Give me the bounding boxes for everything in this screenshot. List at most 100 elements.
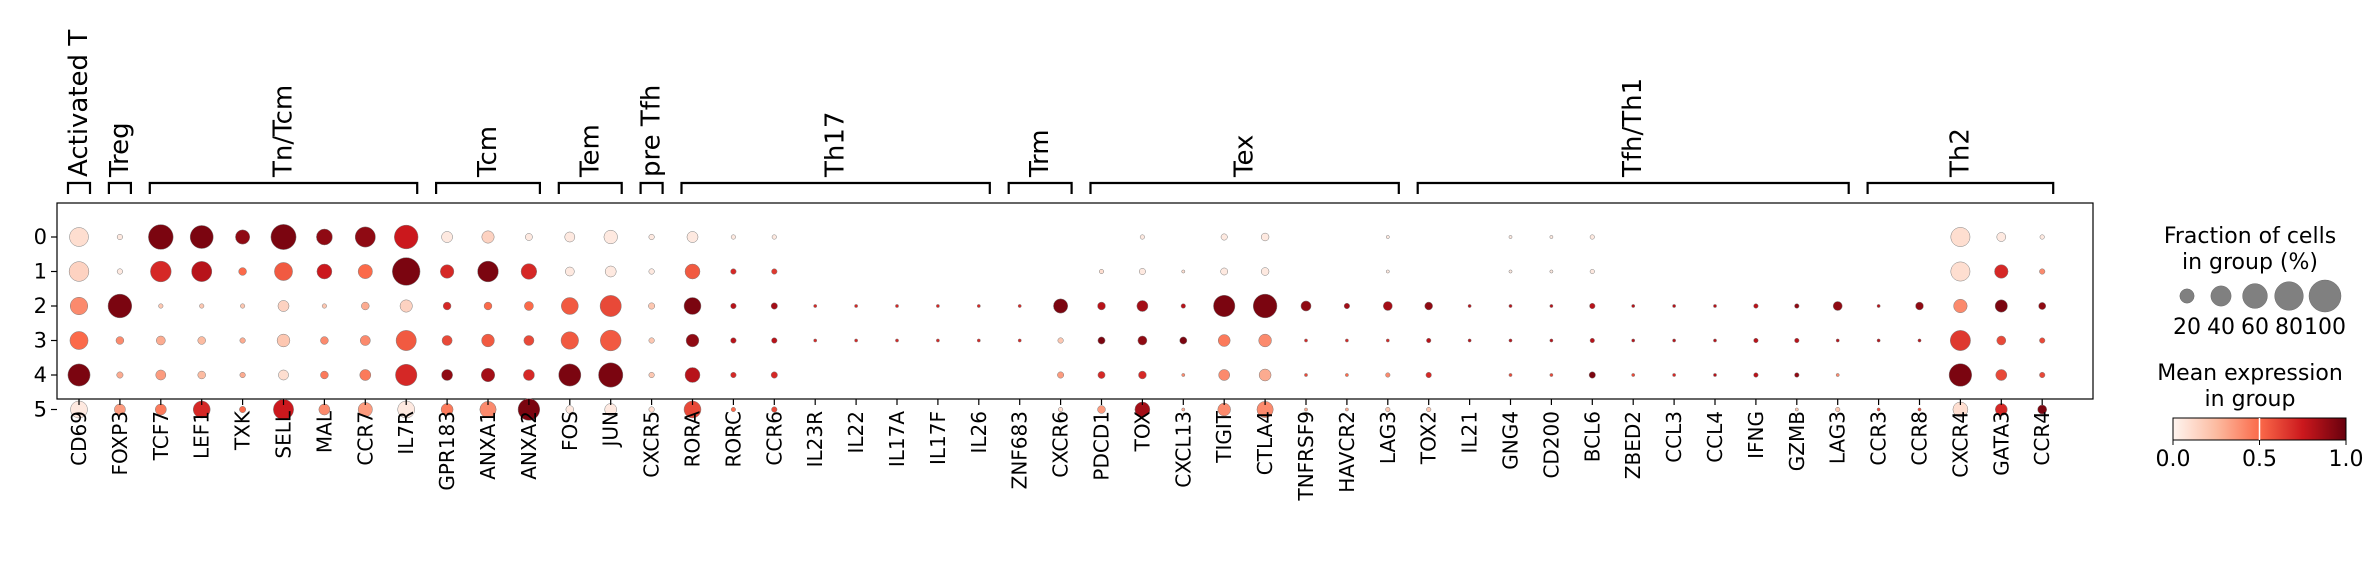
dot-1-CCR7 [357, 264, 373, 279]
dot-4-CXCR5 [648, 371, 655, 379]
dot-0-GPR183 [441, 231, 453, 243]
gene-label-HAVCR2: HAVCR2 [1335, 411, 1359, 493]
gene-label-IL22: IL22 [844, 411, 868, 454]
dot-2-MAL [321, 303, 327, 309]
dot-4-FOS [558, 363, 582, 387]
dot-3-ZBED2 [1631, 338, 1636, 343]
dot-5-CXCR6 [1058, 406, 1064, 413]
dot-2-RORA [683, 297, 702, 315]
gene-label-JUN: JUN [599, 411, 623, 449]
dot-2-IL26 [976, 304, 981, 308]
dot-1-CXCL13 [1181, 269, 1186, 274]
gene-label-TCF7: TCF7 [149, 411, 173, 461]
dot-5-ANXA2 [517, 398, 541, 421]
gene-label-TOX: TOX [1130, 411, 1154, 453]
y-tick-label: 3 [34, 329, 47, 353]
dot-4-HAVCR2 [1345, 373, 1349, 377]
dot-2-TOX2 [1424, 301, 1433, 311]
dot-2-ANXA1 [483, 301, 493, 311]
dot-4-CCR4 [2039, 371, 2046, 379]
gene-label-TOX2: TOX2 [1417, 411, 1441, 465]
dot-1-CCR6 [771, 268, 778, 275]
gene-label-GNG4: GNG4 [1499, 411, 1523, 470]
colorbar-tick-label: 0.0 [2156, 447, 2191, 472]
dot-1-ANXA1 [477, 260, 499, 283]
dot-2-CCR6 [770, 302, 778, 310]
gene-label-CXCR4: CXCR4 [1948, 411, 1972, 478]
dot-2-CD200 [1549, 304, 1554, 308]
dot-5-CXCR5 [648, 406, 655, 413]
gene-label-BCL6: BCL6 [1580, 411, 1604, 462]
dot-1-GPR183 [440, 264, 455, 279]
dot-3-CCL3 [1672, 338, 1676, 343]
dot-0-GATA3 [1996, 232, 2007, 242]
gene-label-CD200: CD200 [1539, 411, 1563, 479]
dot-4-FOXP3 [116, 371, 124, 379]
dot-3-MAL [320, 336, 329, 345]
gene-label-ANXA1: ANXA1 [476, 411, 500, 480]
dot-1-PDCD1 [1098, 268, 1105, 275]
gene-label-MAL: MAL [312, 410, 336, 453]
dot-2-LAG3 [1383, 301, 1393, 311]
dot-2-GPR183 [442, 301, 452, 311]
dot-2-JUN [599, 295, 622, 317]
color-legend-title: in group [2205, 387, 2296, 412]
dot-3-CXCR5 [648, 337, 655, 344]
dot-0-ANXA2 [525, 233, 533, 241]
dot-4-CD69 [67, 363, 91, 387]
dot-5-TNFRSF9 [1304, 407, 1308, 412]
dot-4-CTLA4 [1258, 368, 1272, 382]
dot-0-BCL6 [1589, 234, 1595, 240]
dot-4-GZMB [1794, 372, 1800, 378]
dot-3-CCR3 [1876, 338, 1881, 343]
dot-0-TOX [1139, 234, 1145, 240]
dot-0-CXCR4 [1950, 227, 1971, 247]
dot-4-IFNG [1753, 372, 1759, 378]
dot-1-CCR4 [2039, 268, 2046, 275]
dot-1-CXCR4 [1950, 261, 1971, 282]
dot-0-SELL [270, 224, 297, 250]
dot-0-IL7R [394, 224, 419, 250]
dot-3-JUN [600, 329, 622, 352]
dot-2-IL22 [854, 304, 858, 308]
dot-4-CXCR6 [1057, 371, 1065, 379]
dot-0-CCR6 [771, 234, 777, 240]
gene-label-ANXA2: ANXA2 [517, 411, 541, 480]
dot-2-RORC [730, 302, 737, 310]
dot-4-RORC [730, 371, 737, 379]
size-legend-label: 80 [2275, 315, 2303, 340]
gene-label-FOXP3: FOXP3 [108, 411, 132, 475]
gene-label-IL26: IL26 [967, 411, 991, 454]
dot-2-CTLA4 [1252, 293, 1278, 319]
size-legend-title: Fraction of cells [2164, 224, 2336, 249]
dot-5-CCR8 [1917, 407, 1922, 412]
dot-1-CD69 [68, 261, 90, 282]
dot-0-CCR4 [2039, 234, 2045, 240]
gene-label-CCL3: CCL3 [1662, 411, 1686, 463]
gene-label-CCR6: CCR6 [762, 411, 786, 466]
dot-1-MAL [316, 263, 333, 280]
dot-2-GATA3 [1994, 299, 2008, 313]
dot-3-IFNG [1753, 337, 1759, 344]
dot-2-CXCR5 [648, 302, 656, 310]
gene-label-RORC: RORC [721, 411, 745, 468]
dot-0-FOXP3 [116, 233, 123, 241]
gene-label-CCR8: CCR8 [1908, 411, 1932, 466]
gene-label-SELL: SELL [272, 410, 296, 458]
dot-3-GATA3 [1996, 335, 2007, 346]
dot-4-PDCD1 [1097, 371, 1106, 379]
dot-1-SELL [274, 262, 293, 281]
dot-4-TNFRSF9 [1304, 373, 1308, 377]
dot-2-ZBED2 [1631, 304, 1636, 308]
bracket-Tex [1089, 181, 1400, 194]
dot-3-GNG4 [1508, 338, 1513, 343]
gene-label-GPR183: GPR183 [435, 411, 459, 491]
dot-2-ANXA2 [524, 301, 534, 311]
gene-label-IL7R: IL7R [394, 411, 418, 455]
y-tick-label: 1 [34, 260, 47, 284]
dot-4-BCL6 [1588, 371, 1596, 379]
dot-3-GPR183 [441, 335, 453, 346]
size-legend-dot [2242, 283, 2268, 309]
dot-2-CCR4 [2038, 302, 2047, 310]
